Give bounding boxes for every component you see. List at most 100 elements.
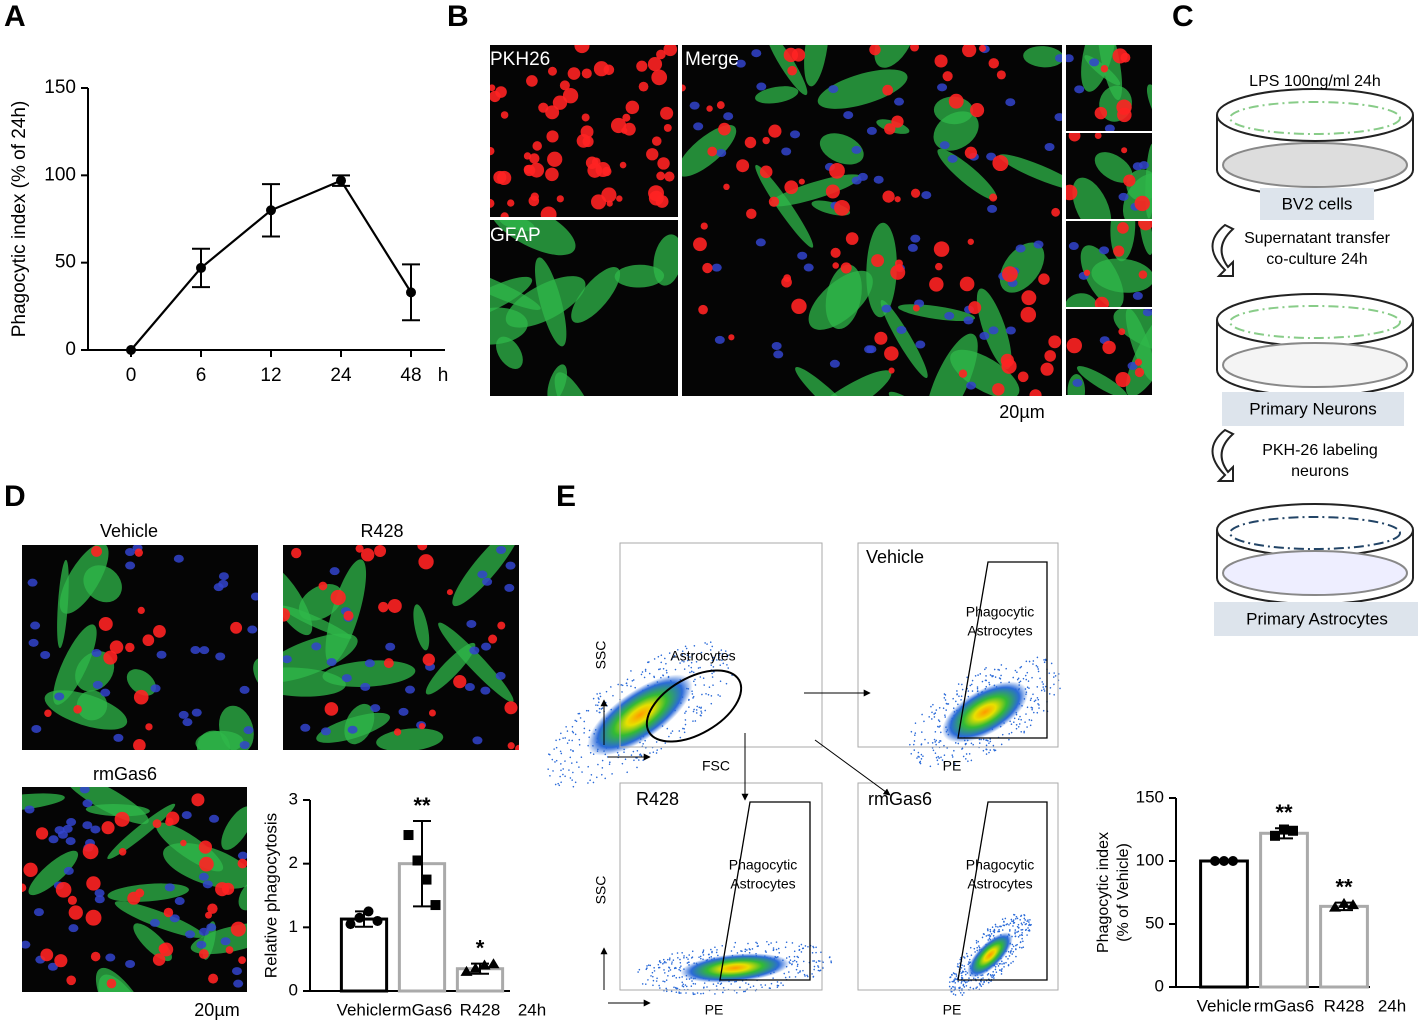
event-dot <box>642 742 644 745</box>
pkh26-cell <box>787 65 798 76</box>
pkh26-cell <box>988 58 999 69</box>
pkh26-cell <box>619 161 627 169</box>
pkh26-cell <box>54 954 68 968</box>
nucleus <box>48 835 59 844</box>
nucleus <box>63 866 74 875</box>
y-tick-label: 2 <box>289 853 298 872</box>
event-dot <box>909 743 911 746</box>
pkh26-cell <box>35 827 49 840</box>
event-dot <box>596 704 599 707</box>
event-dot <box>712 983 715 986</box>
event-dot <box>1037 670 1040 673</box>
pkh26-cell <box>869 45 881 56</box>
event-dot <box>566 730 569 732</box>
event-dot <box>683 955 685 957</box>
gate-label: Astrocytes <box>730 876 795 892</box>
event-dot <box>596 693 598 695</box>
event-dot <box>803 973 806 976</box>
astrocyte <box>880 299 928 379</box>
dish-label: Primary Astrocytes <box>1246 609 1388 628</box>
event-dot <box>986 928 989 931</box>
event-dot <box>945 709 947 711</box>
pkh26-cell <box>355 545 364 553</box>
gate <box>719 801 811 981</box>
event-dot <box>1017 923 1020 926</box>
event-dot <box>995 925 997 928</box>
pkh26-cell <box>702 262 713 274</box>
event-dot <box>683 660 685 663</box>
plot-title: Vehicle <box>866 547 924 567</box>
event-dot <box>920 758 923 760</box>
event-dot <box>1016 917 1019 920</box>
astrocyte <box>490 220 576 256</box>
event-dot <box>960 982 963 984</box>
event-dot <box>796 965 799 967</box>
event-dot <box>976 687 979 690</box>
event-dot <box>817 965 819 967</box>
pkh26-cell <box>832 262 839 269</box>
event-dot <box>604 701 607 704</box>
event-dot <box>979 984 982 986</box>
event-dot <box>1022 940 1024 943</box>
event-dot <box>948 981 951 983</box>
event-dot <box>990 980 992 982</box>
event-dot <box>946 747 948 749</box>
pkh26-cell <box>621 127 628 134</box>
event-dot <box>636 766 638 769</box>
event-dot <box>936 725 939 728</box>
pkh26-cell <box>163 907 174 918</box>
event-dot <box>558 738 561 741</box>
event-dot <box>675 977 678 979</box>
nucleus <box>803 263 814 272</box>
event-dot <box>694 993 696 995</box>
event-dot <box>1022 946 1025 948</box>
event-dot <box>1001 733 1004 736</box>
event-dot <box>609 761 611 764</box>
pkh26-cell <box>387 599 402 613</box>
nucleus <box>385 642 396 651</box>
nucleus <box>174 897 185 906</box>
cells <box>1066 221 1152 307</box>
x-tick-label: 6 <box>196 365 207 386</box>
event-dot <box>987 972 990 975</box>
data-point <box>1288 825 1298 836</box>
astrocyte <box>554 372 600 396</box>
event-dot <box>736 992 738 994</box>
astrocyte <box>57 559 69 649</box>
event-dot <box>601 759 604 762</box>
panel-label: D <box>4 480 26 513</box>
event-dot <box>960 967 963 969</box>
event-dot <box>948 985 951 988</box>
pkh26-cell <box>68 905 83 920</box>
pkh26-cell <box>706 105 713 112</box>
event-dot <box>1014 932 1016 935</box>
event-dot <box>951 980 954 983</box>
event-dot <box>933 738 936 741</box>
event-dot <box>1022 677 1025 680</box>
event-dot <box>560 732 562 735</box>
event-dot <box>938 707 941 709</box>
astrocyte <box>344 703 375 745</box>
event-dot <box>681 654 684 656</box>
event-dot <box>652 979 655 982</box>
event-dot <box>994 749 997 752</box>
event-dot <box>592 697 595 700</box>
event-dot <box>1043 688 1045 690</box>
event-dot <box>678 730 681 732</box>
event-dot <box>673 656 675 658</box>
pkh26-cell <box>783 274 792 283</box>
event-dot <box>1035 664 1038 667</box>
event-dot <box>766 940 768 943</box>
event-dot <box>971 690 974 692</box>
nucleus <box>1099 246 1110 255</box>
event-dot <box>553 748 555 750</box>
event-dot <box>999 677 1002 680</box>
nucleus <box>1005 98 1016 107</box>
event-dot <box>956 693 958 695</box>
event-dot <box>692 695 695 698</box>
event-dot <box>794 976 797 978</box>
event-dot <box>700 712 703 714</box>
event-dot <box>991 976 993 979</box>
event-dot <box>655 741 658 743</box>
event-dot <box>1026 920 1028 923</box>
